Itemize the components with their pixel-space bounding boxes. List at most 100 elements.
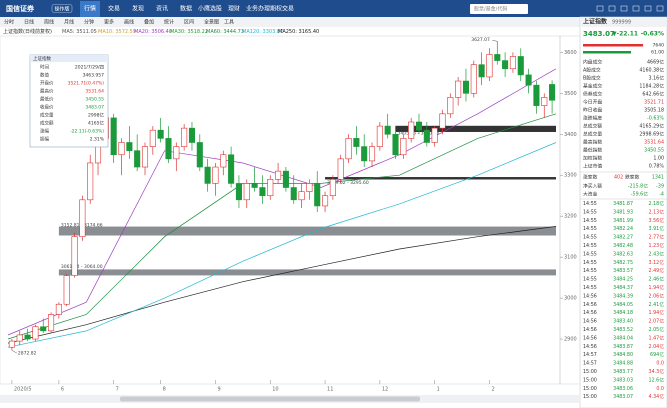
candle-body: [40, 326, 47, 332]
window-icon[interactable]: [632, 5, 640, 12]
tick-price: 3482.27: [613, 235, 633, 241]
candle-body: [431, 127, 438, 143]
stat-value: 3.16亿: [649, 75, 665, 82]
candle-body: [235, 183, 242, 201]
candle-body: [549, 84, 556, 101]
tick-price: 3483.03: [613, 377, 633, 383]
x-tick-label: 2: [491, 387, 494, 393]
tick-price: 3482.75: [613, 260, 633, 266]
candle-body: [314, 183, 321, 207]
quote-price: 3483.07: [583, 30, 615, 38]
candle-body: [533, 84, 540, 106]
tick-price: 3482.24: [613, 226, 633, 232]
support-zone: [58, 269, 557, 276]
info-box: [29, 54, 109, 148]
ma-value: MA30: 3518.22: [170, 29, 208, 35]
x-tick-label: 7: [116, 387, 119, 393]
ma-value: MA120: 3303.87: [242, 29, 283, 35]
candle-body: [110, 117, 117, 156]
tab: 理财: [228, 5, 240, 13]
tick-volume: 2.07亿: [649, 318, 665, 325]
tick-time: 14:55: [583, 209, 597, 215]
tool: 月线: [64, 19, 74, 26]
stat-label: 总成交量: [583, 131, 602, 138]
tab: 交易: [108, 5, 120, 13]
tool: 画线: [124, 19, 134, 26]
tick-time: 14:55: [583, 268, 597, 274]
candle-body: [447, 97, 454, 115]
info-value: 3521.71(0.47%): [68, 81, 105, 87]
candle-body: [298, 191, 305, 201]
info-value: 3450.55: [85, 97, 104, 103]
candle-body: [32, 326, 39, 340]
quote-change: ▼-22.11: [612, 31, 638, 38]
quote-panel: [579, 16, 667, 408]
flow-count: -39: [656, 184, 664, 190]
tick-price: 3484.37: [613, 285, 633, 291]
tick-volume: 3.12亿: [649, 259, 665, 266]
tick-price: 3483.77: [613, 369, 633, 375]
candle-body: [157, 129, 164, 139]
info-label: 最低价: [40, 96, 54, 103]
candle-body: [517, 56, 524, 76]
candle-body: [486, 54, 493, 78]
window-icon[interactable]: [656, 5, 664, 12]
candle-body: [149, 129, 156, 147]
candle-body: [71, 236, 78, 276]
y-tick-label: 3300: [564, 173, 577, 179]
candle-body: [494, 54, 501, 61]
badge: 操作版: [54, 6, 69, 13]
stat-value: -0.63%: [647, 116, 664, 122]
info-label: 涨幅: [40, 128, 49, 135]
tick-volume: 2.49亿: [649, 267, 665, 274]
window-icon[interactable]: [596, 5, 604, 12]
tick-time: 14:56: [583, 327, 597, 333]
window-icon[interactable]: [620, 5, 628, 12]
tick-volume: 34.3亿: [649, 368, 665, 375]
candle-body: [337, 158, 344, 180]
candle-body: [267, 179, 274, 197]
candle-body: [188, 127, 196, 143]
tick-time: 14:55: [583, 277, 597, 283]
tick-volume: 0.0: [656, 386, 664, 392]
stat-label: 加权指数: [583, 155, 602, 162]
search-box[interactable]: [470, 4, 528, 14]
logo: 国信证券: [6, 4, 35, 13]
candle-body: [376, 125, 383, 147]
tab: 业务办理: [246, 5, 270, 13]
support-zone: [395, 125, 556, 132]
candle-body: [509, 56, 516, 70]
stat-value: 1.00: [653, 156, 664, 162]
tool: 叠加: [144, 19, 154, 26]
tick-price: 3483.07: [613, 394, 633, 400]
candle-body: [259, 187, 266, 197]
tick-time: 14:56: [583, 344, 597, 350]
stat-value: 642.66亿: [642, 91, 664, 98]
quote-header: [580, 17, 667, 27]
candle-body: [478, 64, 485, 78]
info-value: -22.11(-0.63%): [70, 129, 104, 135]
window-icon[interactable]: [644, 5, 652, 12]
info-value: 2021/7/29/四: [75, 65, 105, 71]
annotation-label: 2872.82: [18, 351, 37, 357]
tick-volume: 694亿: [650, 351, 664, 358]
tick-time: 14:55: [583, 218, 597, 224]
y-tick-label: 3200: [564, 214, 577, 220]
candle-body: [306, 183, 313, 192]
flow-label: 大资金: [583, 191, 598, 198]
tab: 小鹰选股: [198, 5, 222, 13]
tick-time: 15:00: [583, 369, 597, 375]
ratio-bottom: 61.00: [651, 50, 664, 56]
candle-body: [173, 146, 180, 160]
ma-value: MA60: 3444.73: [206, 29, 244, 35]
window-icon[interactable]: [608, 5, 616, 12]
y-tick-label: 3400: [564, 132, 577, 138]
annotation-pointer: [492, 40, 498, 42]
scroll-thumb[interactable]: [120, 396, 420, 402]
candle-body: [353, 138, 360, 147]
tool: 全景图: [204, 19, 219, 26]
stat-label: 涨跌幅度: [583, 115, 602, 122]
breadth-value: 402: [614, 175, 623, 181]
chart-frame: [0, 35, 581, 385]
